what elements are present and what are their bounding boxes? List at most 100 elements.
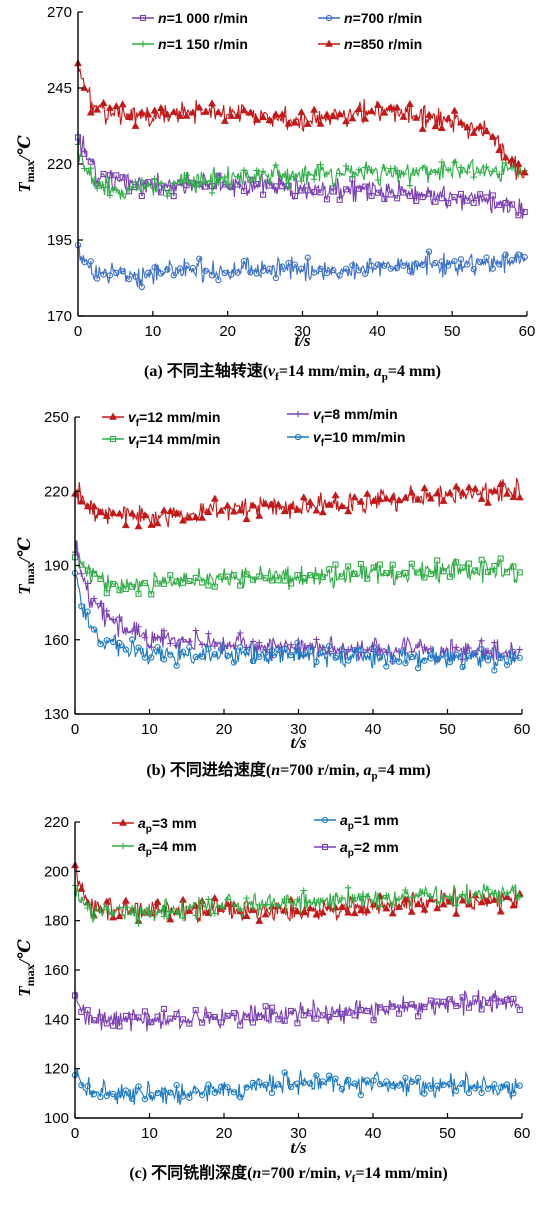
data-point-1-1 bbox=[413, 197, 420, 204]
data-point-3-4 bbox=[154, 1013, 161, 1020]
data-point-2-2 bbox=[440, 568, 447, 575]
data-point-1-3 bbox=[508, 164, 516, 171]
data-point-1-4 bbox=[271, 110, 280, 118]
data-point-2-4 bbox=[370, 643, 377, 651]
data-point-1-4 bbox=[310, 105, 319, 113]
data-point-1-4 bbox=[361, 114, 370, 122]
data-point-1-4 bbox=[240, 106, 248, 114]
data-point-3-2 bbox=[256, 901, 263, 909]
data-point-1-3 bbox=[221, 173, 228, 181]
data-point-1-1 bbox=[394, 195, 401, 202]
data-point-1-4 bbox=[520, 168, 529, 176]
data-point-2-3 bbox=[103, 607, 110, 615]
data-point-3-4 bbox=[357, 1006, 364, 1014]
data-point-1-1 bbox=[253, 181, 260, 188]
data-point-3-3 bbox=[491, 1081, 498, 1088]
data-point-3-1 bbox=[191, 901, 200, 909]
data-point-2-1 bbox=[121, 521, 130, 529]
data-point-1-1 bbox=[400, 189, 407, 196]
data-point-1-3 bbox=[93, 185, 101, 192]
y-tick-label-2: 250 bbox=[44, 409, 69, 426]
data-point-1-1 bbox=[457, 190, 464, 197]
data-point-3-2 bbox=[402, 886, 409, 894]
data-point-2-1 bbox=[198, 513, 207, 521]
data-point-2-1 bbox=[261, 499, 270, 507]
data-point-1-2 bbox=[483, 254, 490, 261]
data-point-2-4 bbox=[224, 652, 231, 660]
data-point-1-2 bbox=[336, 272, 343, 279]
data-point-3-4 bbox=[186, 1020, 193, 1027]
x-tick-label-2: 20 bbox=[216, 721, 233, 738]
data-point-2-1 bbox=[407, 488, 416, 496]
data-point-2-4 bbox=[345, 657, 352, 664]
data-point-3-1 bbox=[414, 900, 423, 908]
data-point-1-2 bbox=[330, 267, 337, 274]
data-point-1-1 bbox=[406, 192, 413, 199]
data-point-3-3 bbox=[453, 1087, 460, 1094]
data-point-3-4 bbox=[408, 1001, 415, 1008]
data-point-1-2 bbox=[413, 260, 420, 267]
data-point-3-2 bbox=[128, 904, 136, 912]
data-point-2-4 bbox=[186, 644, 193, 651]
data-point-2-1 bbox=[388, 493, 397, 501]
data-point-2-3 bbox=[465, 644, 473, 652]
series-line-1-1 bbox=[77, 134, 526, 219]
data-point-1-2 bbox=[362, 270, 369, 277]
data-point-2-4 bbox=[262, 649, 269, 656]
data-point-1-1 bbox=[113, 172, 120, 179]
data-point-2-2 bbox=[459, 564, 466, 571]
series-line-3-3 bbox=[74, 1068, 520, 1105]
data-point-3-3 bbox=[262, 1081, 269, 1088]
data-point-3-4 bbox=[281, 1017, 288, 1024]
data-point-1-2 bbox=[381, 262, 388, 269]
data-point-2-4 bbox=[275, 646, 282, 653]
data-point-2-2 bbox=[129, 583, 136, 590]
data-point-3-2 bbox=[433, 898, 441, 906]
data-point-2-1 bbox=[179, 516, 187, 524]
data-point-3-4 bbox=[516, 1006, 523, 1013]
data-point-2-2 bbox=[504, 569, 511, 576]
data-point-2-1 bbox=[153, 519, 162, 527]
data-point-3-1 bbox=[433, 904, 442, 912]
data-point-1-1 bbox=[279, 183, 286, 190]
data-point-3-3 bbox=[287, 1083, 295, 1091]
data-point-2-3 bbox=[135, 623, 142, 630]
data-point-1-4 bbox=[125, 112, 133, 120]
data-point-2-4 bbox=[313, 658, 320, 666]
series-1-3 bbox=[74, 141, 528, 200]
data-point-3-3 bbox=[97, 1093, 104, 1100]
legend-label: ap​=3 mm bbox=[138, 815, 197, 835]
data-point-3-1 bbox=[439, 900, 448, 908]
data-point-1-2 bbox=[202, 267, 209, 274]
data-point-1-2 bbox=[234, 269, 241, 276]
data-point-2-3 bbox=[287, 641, 295, 648]
legend-entry-2-3: vf​=8 mm/min bbox=[287, 406, 398, 426]
data-point-3-2 bbox=[262, 901, 269, 908]
data-point-2-4 bbox=[211, 651, 218, 658]
data-point-2-2 bbox=[389, 561, 396, 568]
data-point-2-1 bbox=[401, 493, 410, 501]
data-point-1-4 bbox=[316, 119, 325, 127]
data-point-1-2 bbox=[196, 255, 203, 262]
data-point-1-3 bbox=[208, 189, 216, 197]
data-point-2-2 bbox=[97, 575, 104, 582]
data-point-3-1 bbox=[318, 908, 327, 916]
data-point-1-3 bbox=[317, 161, 324, 168]
y-axis-title-2: Tmax​/℃ bbox=[15, 537, 37, 595]
data-point-3-2 bbox=[370, 899, 377, 906]
data-point-3-3 bbox=[179, 1093, 187, 1100]
data-point-1-4 bbox=[233, 111, 242, 119]
data-point-1-4 bbox=[393, 103, 402, 111]
data-point-2-2 bbox=[478, 556, 485, 563]
data-point-1-1 bbox=[387, 191, 394, 198]
data-point-3-4 bbox=[370, 1017, 377, 1024]
data-point-2-2 bbox=[491, 563, 498, 570]
data-point-3-2 bbox=[459, 891, 466, 898]
data-point-2-4 bbox=[497, 654, 504, 662]
data-point-1-3 bbox=[451, 159, 458, 166]
data-point-3-3 bbox=[230, 1089, 237, 1096]
series-1-2 bbox=[74, 242, 528, 291]
data-point-1-4 bbox=[431, 122, 440, 130]
data-point-3-3 bbox=[478, 1089, 485, 1097]
x-tick-label-1: 0 bbox=[74, 323, 82, 340]
